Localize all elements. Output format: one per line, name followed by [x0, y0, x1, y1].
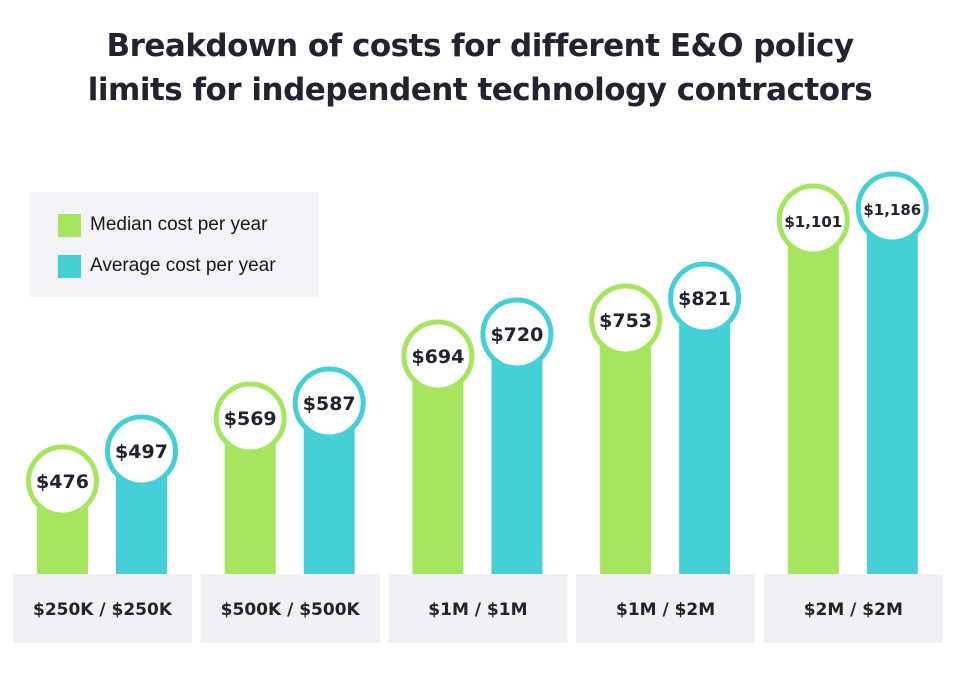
- category-box-2: [388, 574, 568, 643]
- value-bubble-median-2: [401, 319, 475, 393]
- category-label-4: $2M / $2M: [804, 600, 903, 620]
- chart-title-line-1: Breakdown of costs for different E&O pol…: [106, 28, 854, 64]
- category-box-3: [576, 574, 756, 643]
- data-label-average-0: $497: [115, 441, 168, 463]
- bar-average-3: [679, 298, 731, 574]
- bar-median-4: [787, 220, 839, 574]
- legend-item-average: Average cost per year: [58, 254, 276, 278]
- category-box-0: [13, 574, 192, 643]
- legend-label-median: Median cost per year: [90, 214, 268, 235]
- value-bubble-average-3: [668, 261, 742, 335]
- chart-title-line-2: limits for independent technology contra…: [87, 72, 873, 108]
- value-bubble-average-1: [292, 366, 366, 440]
- category-label-2: $1M / $1M: [428, 600, 527, 620]
- data-label-median-3: $753: [599, 310, 652, 332]
- data-label-median-2: $694: [411, 346, 464, 368]
- data-label-average-4: $1,186: [863, 201, 921, 219]
- chart-title: Breakdown of costs for different E&O pol…: [0, 24, 960, 112]
- category-box-4: [763, 574, 943, 643]
- data-label-average-3: $821: [678, 288, 731, 310]
- bar-average-4: [866, 208, 918, 574]
- category-box-1: [200, 574, 380, 643]
- legend-label-average: Average cost per year: [90, 255, 276, 276]
- data-label-median-0: $476: [36, 471, 89, 493]
- bar-median-3: [600, 320, 652, 574]
- legend-swatch-average: [58, 254, 81, 278]
- category-label-3: $1M / $2M: [616, 600, 715, 620]
- value-bubble-median-0: [26, 444, 99, 518]
- value-bubble-average-4: [855, 171, 929, 245]
- data-label-median-1: $569: [224, 408, 277, 430]
- value-bubble-median-1: [213, 381, 287, 455]
- value-bubble-median-4: [776, 183, 850, 257]
- legend-swatch-median: [58, 213, 81, 237]
- legend: Median cost per year Average cost per ye…: [29, 192, 319, 297]
- data-label-average-1: $587: [303, 393, 356, 415]
- value-bubble-average-0: [105, 414, 178, 488]
- value-bubble-median-3: [589, 283, 663, 357]
- bar-average-2: [491, 334, 543, 574]
- data-label-average-2: $720: [490, 324, 543, 346]
- category-label-0: $250K / $250K: [33, 600, 173, 620]
- value-bubble-average-2: [480, 297, 554, 371]
- category-label-1: $500K / $500K: [221, 600, 361, 620]
- legend-item-median: Median cost per year: [58, 213, 267, 237]
- data-label-median-4: $1,101: [784, 213, 842, 231]
